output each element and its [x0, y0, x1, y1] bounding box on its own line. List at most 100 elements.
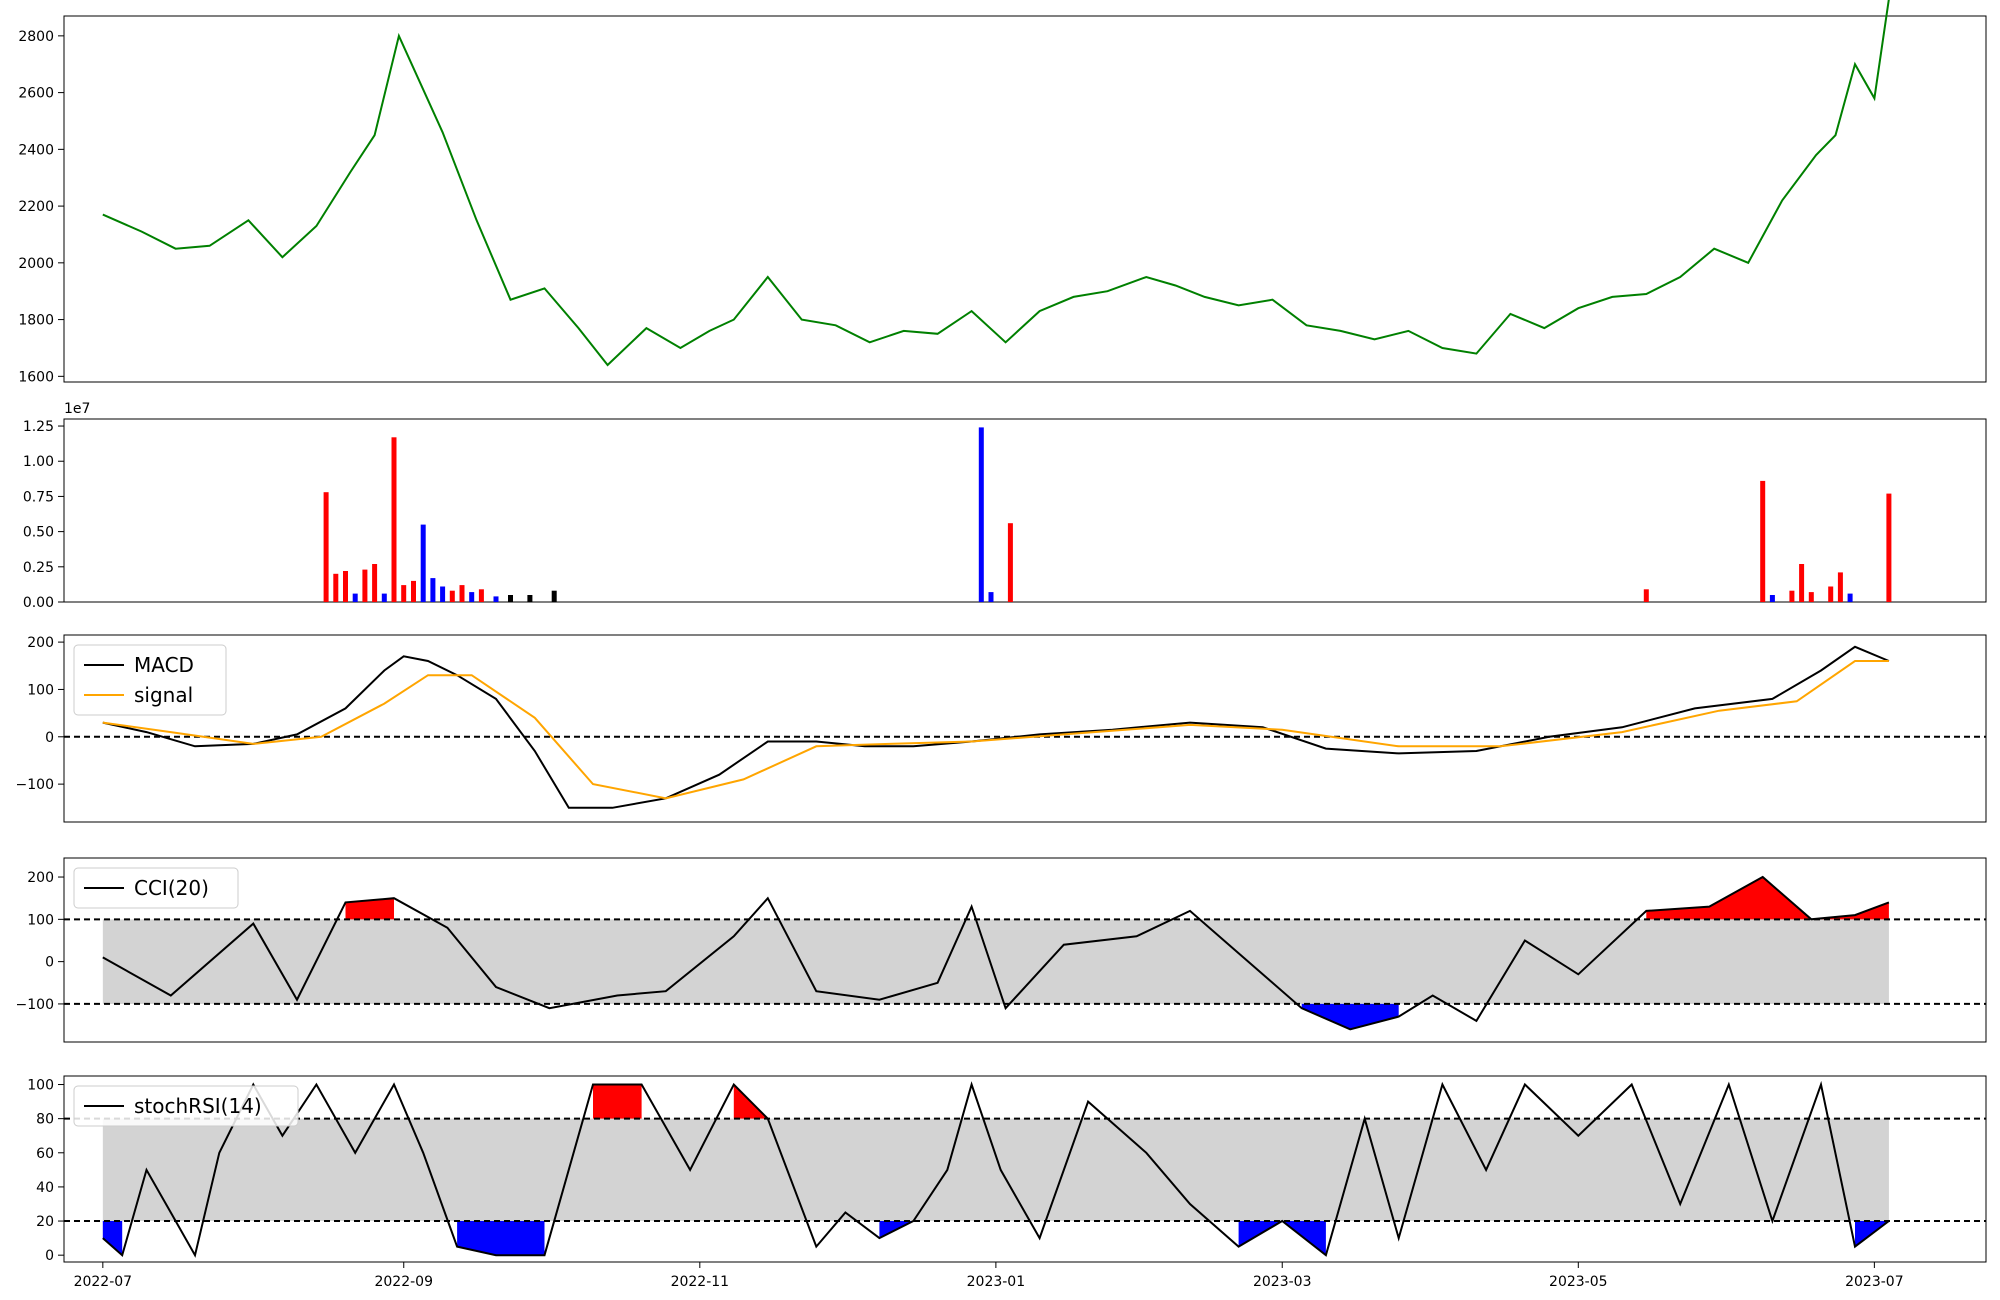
- price-ytick-label: 1800: [18, 313, 54, 329]
- volume-bar: [1799, 564, 1805, 602]
- price-ytick-label: 2800: [18, 29, 54, 45]
- stochrsi-ytick-label: 60: [36, 1146, 54, 1162]
- x-tick-label: 2022-07: [74, 1274, 133, 1290]
- stochrsi-oversold-fill: [1238, 1221, 1326, 1256]
- volume-bar: [988, 592, 994, 602]
- volume-bar: [449, 590, 455, 602]
- stochrsi-frame: [63, 1075, 1987, 1263]
- legend-box: [73, 644, 227, 716]
- macd-frame: [63, 634, 1987, 823]
- volume-bar: [1760, 480, 1766, 602]
- legend-label: MACD: [134, 653, 194, 677]
- macd-ytick-label: 100: [27, 682, 54, 698]
- x-tick-label: 2023-07: [1845, 1274, 1904, 1290]
- cci-panel: −100 0 100 200 CCI(20): [16, 857, 1987, 1043]
- volume-bar: [551, 590, 557, 602]
- cci-band: [102, 919, 1889, 1004]
- volume-bar: [372, 564, 378, 602]
- cci-ytick-label: 0: [45, 955, 54, 971]
- volume-bar: [493, 596, 499, 602]
- legend-box: [73, 867, 239, 909]
- stochrsi-ytick-label: 100: [27, 1078, 54, 1094]
- volume-offset-label: 1e7: [64, 401, 90, 417]
- macd-ytick-label: 0: [45, 730, 54, 746]
- volume-bar: [381, 593, 387, 602]
- volume-bar: [1847, 593, 1853, 602]
- price-frame: [63, 15, 1987, 383]
- cci-line: [102, 875, 1890, 1031]
- price-panel: 1600 1800 2000 2200 2400 2600 2800: [18, 0, 1987, 385]
- price-ytick-label: 2600: [18, 86, 54, 102]
- volume-bar: [1837, 572, 1843, 602]
- stochrsi-ytick-label: 20: [36, 1214, 54, 1230]
- volume-bar: [1828, 586, 1834, 602]
- cci-oversold-fill: [1301, 1003, 1399, 1030]
- volume-bar: [469, 592, 475, 602]
- x-tick-label: 2022-11: [671, 1274, 730, 1290]
- x-tick-label: 2023-01: [967, 1274, 1026, 1290]
- price-ytick-label: 1600: [18, 369, 54, 385]
- volume-bar: [440, 586, 446, 602]
- volume-bar: [1643, 589, 1649, 602]
- volume-bar: [978, 427, 984, 602]
- legend-label: stochRSI(14): [134, 1094, 262, 1118]
- legend-label: CCI(20): [134, 876, 209, 900]
- volume-bar: [430, 578, 436, 602]
- volume-frame: [63, 418, 1987, 603]
- volume-bar: [1886, 493, 1892, 602]
- stochrsi-oversold-fill: [102, 1221, 123, 1256]
- volume-ytick-label: 0.25: [23, 560, 54, 576]
- macd-series-signal: [102, 660, 1889, 800]
- volume-bar: [401, 585, 407, 602]
- stochrsi-line: [102, 1080, 1890, 1258]
- volume-bar: [1769, 595, 1775, 602]
- stochrsi-panel: 0 20 40 60 80 100 stochRSI(14): [27, 1075, 1987, 1264]
- volume-bar: [343, 571, 348, 602]
- stochrsi-band: [102, 1118, 1889, 1222]
- cci-overbought-fill: [1646, 877, 1889, 920]
- stochrsi-ytick-label: 80: [36, 1112, 54, 1128]
- macd-series-macd: [102, 645, 1890, 809]
- legend-label: signal: [134, 683, 193, 707]
- price-line: [102, 0, 1890, 367]
- volume-bar: [420, 524, 426, 602]
- legend-box: [73, 1085, 299, 1127]
- price-ytick-label: 2400: [18, 142, 54, 158]
- volume-bar: [333, 573, 339, 602]
- volume-ytick-label: 1.25: [23, 419, 54, 435]
- volume-bar: [527, 595, 533, 602]
- volume-ytick-label: 0.50: [23, 525, 54, 541]
- volume-bar: [391, 437, 397, 602]
- volume-bar: [362, 569, 368, 602]
- volume-bar: [323, 492, 329, 602]
- volume-bar: [1007, 523, 1013, 602]
- x-axis: 2022-07 2022-09 2022-11 2023-01 2023-03 2023-…: [74, 1262, 1904, 1290]
- volume-ytick-label: 1.00: [23, 454, 54, 470]
- macd-ytick-label: −100: [16, 777, 54, 793]
- macd-panel: −100 0 100 200 MACD signal: [16, 634, 1987, 823]
- stochrsi-overbought-fill: [593, 1084, 642, 1119]
- price-ytick-label: 2000: [18, 256, 54, 272]
- macd-ytick-label: 200: [27, 635, 54, 651]
- cci-ytick-label: −100: [16, 997, 54, 1013]
- volume-bar: [411, 580, 416, 602]
- cci-ytick-label: 100: [27, 912, 54, 928]
- stochrsi-oversold-fill: [457, 1221, 545, 1256]
- price-ytick-label: 2200: [18, 199, 54, 215]
- x-tick-label: 2022-09: [374, 1274, 433, 1290]
- volume-ytick-label: 0.00: [23, 595, 54, 611]
- volume-bar: [459, 585, 465, 602]
- volume-ytick-label: 0.75: [23, 489, 54, 505]
- volume-bar: [352, 593, 358, 602]
- volume-bar: [1789, 590, 1795, 602]
- volume-bar: [478, 589, 484, 602]
- volume-bar: [1808, 592, 1814, 602]
- stochrsi-ytick-label: 40: [36, 1180, 54, 1196]
- volume-panel: 0.00 0.25 0.50 0.75 1.00 1.25 1e7: [23, 401, 1987, 611]
- x-tick-label: 2023-05: [1549, 1274, 1608, 1290]
- volume-bar: [508, 595, 513, 602]
- cci-frame: [63, 857, 1987, 1043]
- cci-ytick-label: 200: [27, 870, 54, 886]
- x-tick-label: 2023-03: [1253, 1274, 1312, 1290]
